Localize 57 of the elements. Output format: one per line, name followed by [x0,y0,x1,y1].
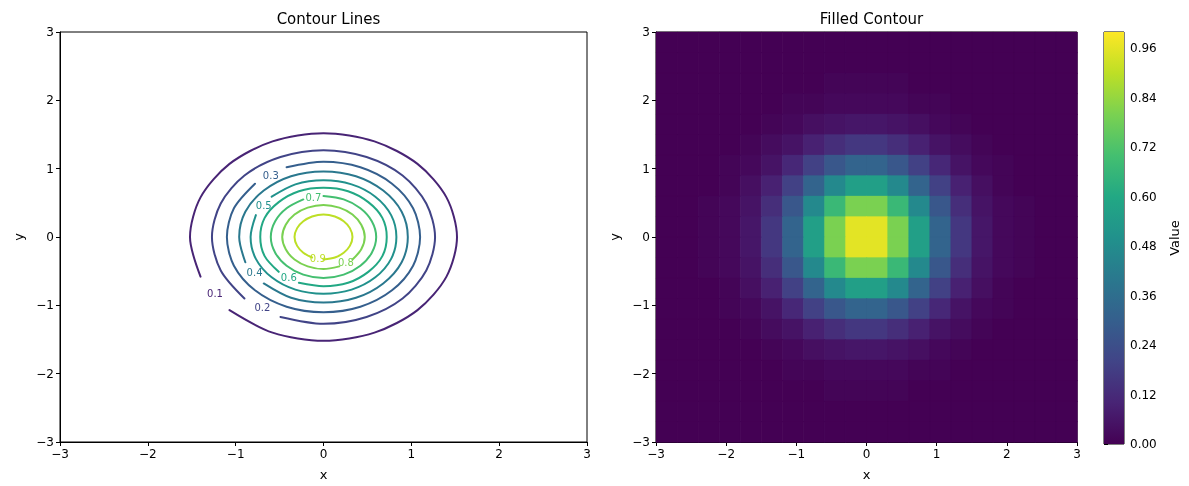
series-label: 0.2 [254,302,271,314]
x-tick-label: 3 [583,447,591,461]
line-series [238,170,409,304]
line-series [188,132,459,342]
x-tick-label: 2 [495,447,503,461]
color-bar-label: 0.36 [1130,288,1157,303]
series-label: 0.9 [309,253,326,265]
chart-title: Filled Contour [819,9,925,28]
x-tick-label: −1 [787,447,806,461]
y-axis-title: y [607,232,623,241]
x-tick-label: 0 [319,447,328,461]
color-bar-label: 0.48 [1130,239,1157,254]
x-tick-label: 0 [862,447,871,461]
x-tick-label: 2 [1003,447,1011,461]
y-tick-label: 3 [46,25,54,39]
color-bar-label: 0.72 [1130,140,1157,155]
x-tick-label: 1 [407,447,416,461]
x-tick-label: 3 [1073,447,1081,461]
y-tick-label: −2 [632,366,650,381]
y-tick-label: 2 [46,93,54,108]
y-tick-label: 1 [46,161,54,176]
series-label: 0.8 [337,257,354,269]
color-bar-label: 0.00 [1130,437,1157,451]
y-tick-label: 3 [642,25,650,39]
series-label: 0.5 [255,200,272,212]
color-bar-title: Value [1167,220,1182,256]
color-bar-label: 0.60 [1130,189,1157,204]
x-tick-label: −2 [138,447,157,461]
y-tick-label: −1 [632,298,650,313]
y-tick-label: 0 [642,230,650,244]
color-bar-label: 0.24 [1130,338,1157,353]
y-tick-label: −1 [36,298,54,313]
line-series [281,203,366,271]
y-tick-label: −3 [632,435,650,449]
y-tick-label: 0 [46,230,54,244]
color-bar-label: 0.12 [1130,387,1157,402]
y-tick-label: −3 [36,435,54,449]
series-label: 0.3 [262,170,279,181]
y-tick-label: −2 [36,366,54,381]
x-axis-title: x [862,467,871,482]
x-tick-label: 1 [932,447,941,461]
color-bar-label: 0.96 [1130,41,1157,56]
line-series [249,179,398,295]
x-tick-label: −2 [717,447,736,461]
series-label: 0.7 [305,192,322,204]
line-series [225,160,422,314]
x-axis-title: x [319,467,328,482]
series-label: 0.4 [246,267,263,279]
line-series [269,195,378,279]
x-tick-label: −1 [226,447,245,461]
color-bar-label: 0.84 [1130,90,1157,105]
y-tick-label: 1 [642,161,650,176]
chart-title: Contour Lines [276,9,381,28]
y-axis-title: y [11,232,27,241]
y-tick-label: 2 [642,93,650,108]
series-label: 0.6 [280,271,297,283]
series-label: 0.1 [207,287,223,299]
